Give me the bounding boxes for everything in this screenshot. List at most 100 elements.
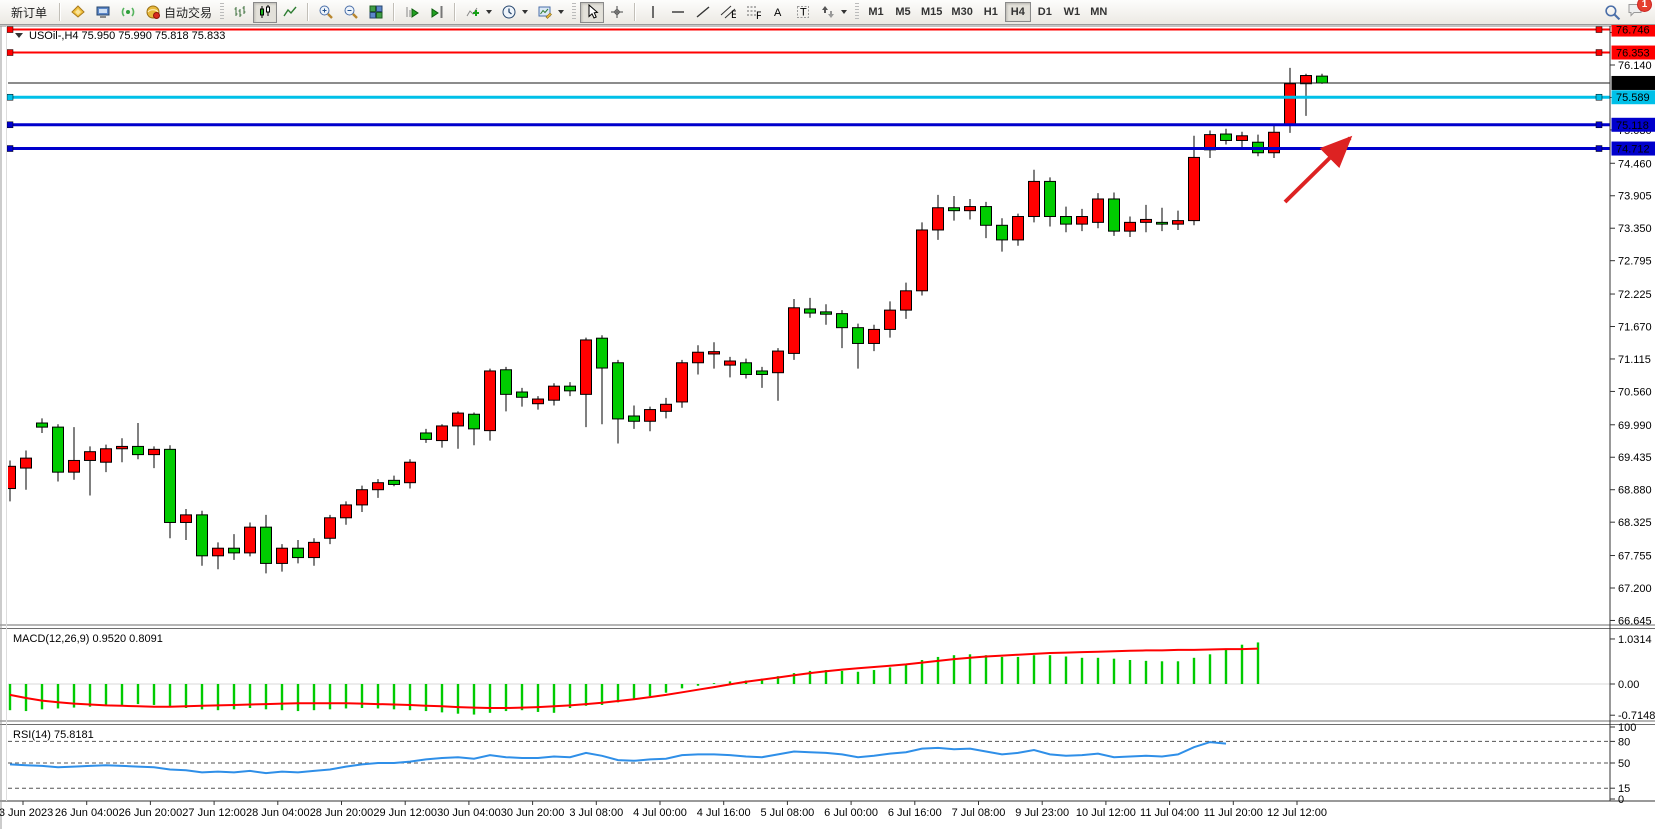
line-handle[interactable]	[1595, 93, 1603, 101]
indicators-button[interactable]	[461, 2, 496, 23]
price-tick-label: 67.755	[1618, 551, 1652, 563]
price-tick-label: 70.560	[1618, 386, 1652, 398]
candle-body	[516, 391, 528, 398]
arrow-annotation[interactable]	[1283, 135, 1353, 204]
terminal-icon	[96, 6, 110, 18]
candle-body	[964, 206, 976, 212]
timeframe-group: M1 M5 M15 M30 H1 H4 D1 W1 MN	[863, 2, 1112, 22]
zoom-out-button[interactable]	[339, 2, 363, 23]
time-tick-label: 11 Jul 04:00	[1140, 807, 1199, 819]
candle-body	[1044, 180, 1056, 218]
macd-tick-label: -0.7148	[1618, 710, 1655, 722]
candle-body	[804, 308, 816, 314]
tile-windows-icon	[369, 5, 383, 19]
candle-body	[820, 311, 832, 315]
horizontal-line-tool-button[interactable]	[666, 2, 690, 23]
svg-text:F: F	[756, 10, 761, 20]
time-tick-label: 30 Jun 20:00	[501, 807, 565, 819]
zoom-in-button[interactable]	[314, 2, 338, 23]
timeframe-button-h1[interactable]: H1	[978, 2, 1004, 22]
zoom-in-icon	[319, 5, 333, 19]
timeframe-button-h4[interactable]: H4	[1004, 2, 1031, 22]
time-tick-label: 27 Jun 12:00	[182, 807, 246, 819]
chart-shift-button[interactable]	[425, 2, 449, 23]
macd-tick-label: 0.00	[1618, 679, 1639, 691]
new-order-button[interactable]: 新订单	[4, 2, 54, 23]
channel-tool-button[interactable]: E	[716, 2, 740, 23]
templates-button[interactable]	[533, 2, 568, 23]
candle-body	[100, 448, 112, 463]
candlestick-chart-button[interactable]	[253, 1, 278, 23]
candlestick-chart-icon	[260, 5, 271, 18]
candle-body	[548, 385, 560, 401]
tile-windows-button[interactable]	[364, 2, 388, 23]
line-handle[interactable]	[1595, 145, 1603, 152]
vertical-line-tool-button[interactable]	[641, 2, 665, 23]
toolbar-separator	[634, 3, 637, 21]
timeframe-button-m15[interactable]: M15	[917, 2, 946, 22]
time-tick-label: 12 Jul 12:00	[1267, 807, 1327, 819]
candle-body	[580, 339, 592, 395]
line-handle[interactable]	[6, 145, 14, 152]
line-handle[interactable]	[6, 26, 14, 33]
candle-body	[356, 489, 368, 506]
text-label-icon: T	[797, 6, 810, 19]
price-tick-label: 72.795	[1618, 256, 1652, 268]
timeframe-button-m5[interactable]: M5	[890, 2, 916, 22]
line-handle[interactable]	[1595, 49, 1603, 56]
price-tick-label: 69.435	[1618, 452, 1652, 464]
text-tool-button[interactable]: A	[766, 2, 790, 23]
time-tick-label: 4 Jul 00:00	[633, 807, 687, 819]
svg-text:T: T	[800, 7, 807, 19]
search-icon[interactable]	[1604, 4, 1621, 21]
line-handle[interactable]	[1595, 26, 1603, 33]
signals-button[interactable]	[116, 2, 140, 23]
line-chart-button[interactable]	[278, 2, 302, 23]
auto-scroll-icon	[406, 7, 419, 18]
timeframe-button-m30[interactable]: M30	[947, 2, 976, 22]
rsi-tick-label: 100	[1618, 722, 1636, 734]
line-handle[interactable]	[1595, 121, 1603, 129]
crosshair-icon	[611, 6, 624, 18]
trendline-tool-button[interactable]	[691, 2, 715, 23]
fibonacci-tool-button[interactable]: F	[741, 2, 765, 23]
orders-icon	[71, 5, 85, 18]
price-badge-label: 75.589	[1616, 92, 1650, 104]
line-handle[interactable]	[6, 49, 14, 56]
arrows-tool-button[interactable]	[816, 2, 851, 23]
crosshair-tool-button[interactable]	[605, 2, 629, 23]
indicators-icon	[466, 7, 480, 17]
candle-body	[852, 327, 864, 344]
toolbar-separator	[307, 3, 310, 21]
text-icon: A	[774, 7, 782, 19]
candle-body	[1140, 218, 1152, 223]
auto-scroll-button[interactable]	[400, 2, 424, 23]
notifications-button[interactable]: 1	[1627, 0, 1652, 23]
candle-body	[612, 362, 624, 420]
cursor-tool-button[interactable]	[580, 1, 605, 23]
text-label-tool-button[interactable]: T	[791, 2, 815, 23]
orders-button[interactable]	[66, 2, 90, 23]
chart-title-dropdown-icon[interactable]	[15, 33, 23, 38]
line-handle[interactable]	[6, 93, 14, 101]
candle-body	[340, 504, 352, 519]
candle-body	[900, 290, 912, 311]
macd-label: MACD(12,26,9) 0.9520 0.8091	[13, 633, 163, 645]
terminal-button[interactable]	[91, 2, 115, 23]
candle-body	[132, 445, 144, 456]
bar-chart-button[interactable]	[228, 2, 252, 23]
timeframe-button-mn[interactable]: MN	[1086, 2, 1112, 22]
candle-body	[372, 482, 384, 491]
candle-body	[980, 206, 992, 226]
periods-button[interactable]	[497, 2, 532, 23]
line-handle[interactable]	[6, 121, 14, 129]
candle-body	[1268, 131, 1280, 154]
candle-body	[420, 432, 432, 440]
timeframe-button-d1[interactable]: D1	[1032, 2, 1058, 22]
timeframe-button-m1[interactable]: M1	[863, 2, 889, 22]
timeframe-button-w1[interactable]: W1	[1059, 2, 1085, 22]
auto-trading-button[interactable]: 自动交易	[141, 2, 216, 23]
time-tick-label: 10 Jul 12:00	[1076, 807, 1136, 819]
price-badge	[1611, 117, 1655, 132]
